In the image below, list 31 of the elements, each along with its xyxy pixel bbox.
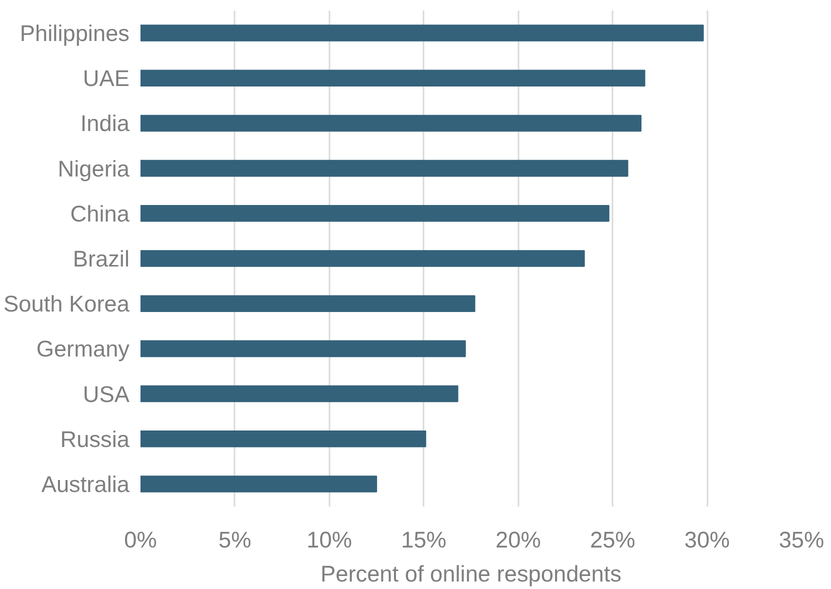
x-tick-label: 25%	[590, 526, 636, 552]
x-tick-label: 30%	[684, 526, 730, 552]
y-tick-label: UAE	[82, 65, 130, 92]
bar	[140, 24, 704, 42]
bar	[140, 430, 426, 448]
bar	[140, 476, 378, 492]
x-tick-label: 35%	[778, 526, 824, 552]
y-tick-label: India	[80, 110, 130, 136]
x-axis-title: Percent of online respondents	[320, 560, 622, 586]
y-tick-label: Nigeria	[58, 155, 130, 182]
x-tick-label: 20%	[496, 526, 541, 552]
y-tick-label: South Korea	[4, 290, 130, 317]
y-tick-label: USA	[82, 380, 130, 407]
bar	[140, 340, 466, 358]
bar	[140, 205, 610, 222]
x-tick-label: 15%	[401, 526, 446, 552]
x-tick-label: 5%	[218, 526, 252, 552]
x-tick-label: 0%	[124, 526, 157, 552]
y-tick-label: China	[70, 200, 130, 226]
y-tick-label: Germany	[36, 336, 130, 362]
y-tick-label: Australia	[41, 470, 130, 497]
bar	[140, 385, 458, 402]
bar	[140, 70, 646, 87]
x-tick-label: 10%	[306, 526, 352, 552]
bar	[140, 160, 628, 177]
y-tick-label: Philippines	[20, 20, 130, 46]
bar	[140, 114, 642, 132]
bar	[140, 250, 585, 267]
y-tick-label: Russia	[60, 426, 130, 452]
y-tick-label: Brazil	[72, 246, 130, 272]
bar	[140, 295, 476, 312]
